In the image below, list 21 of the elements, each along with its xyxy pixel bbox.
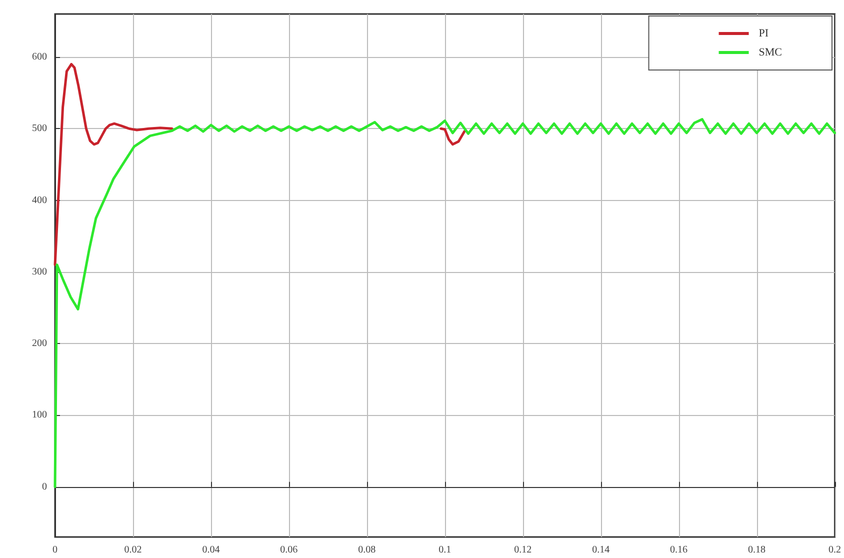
x-tick-label: 0.08: [358, 544, 376, 556]
x-tick-label: 0.12: [514, 544, 532, 556]
x-tick-label: 0.16: [670, 544, 688, 556]
x-tick-label: 0.02: [124, 544, 142, 556]
y-tick-label: 500: [32, 123, 47, 134]
y-tick-label: 600: [32, 51, 47, 62]
x-tick-label: 0.1: [438, 544, 452, 556]
x-tick-label: 0.04: [202, 544, 220, 556]
y-tick-label: 100: [32, 410, 47, 421]
x-tick-label: 0.14: [592, 544, 610, 556]
y-tick-label: 400: [32, 194, 47, 206]
x-tick-label: 0.2: [828, 544, 841, 556]
line-series: [54, 118, 836, 488]
y-tick-label: 300: [32, 266, 47, 278]
y-tick-label: 200: [32, 338, 47, 350]
legend-label: PI: [758, 28, 769, 40]
x-tick-label: 0.18: [748, 544, 766, 556]
x-tick-label: 0.06: [280, 544, 298, 556]
legend-label: SMC: [758, 46, 782, 58]
y-tick-label: 0: [42, 481, 47, 492]
x-tick-label: 0: [52, 544, 58, 556]
